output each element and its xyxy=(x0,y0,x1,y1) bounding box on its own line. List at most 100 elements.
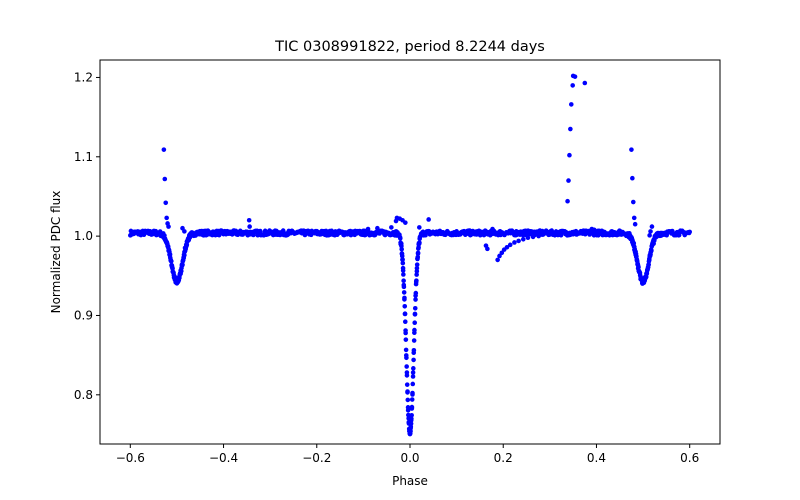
dip-point xyxy=(414,278,419,283)
data-point xyxy=(375,225,380,231)
x-tick-label: −0.6 xyxy=(116,451,145,465)
dip-point xyxy=(165,244,171,249)
data-point xyxy=(257,228,263,234)
data-point xyxy=(648,229,653,234)
data-point xyxy=(389,225,394,230)
data-point xyxy=(687,229,692,235)
dip-point xyxy=(416,245,421,250)
data-point xyxy=(485,246,490,252)
dip-point xyxy=(403,337,409,342)
dip-point xyxy=(402,319,408,325)
dip-point xyxy=(401,290,407,295)
data-point xyxy=(525,235,531,241)
dip-point xyxy=(403,328,408,333)
y-tick-label: 1.1 xyxy=(74,150,93,164)
dip-point xyxy=(404,364,409,369)
dip-point xyxy=(170,265,175,270)
dip-point xyxy=(408,421,414,426)
x-tick-label: −0.4 xyxy=(209,451,238,465)
dip-point xyxy=(405,397,411,403)
data-point xyxy=(161,147,167,152)
data-point xyxy=(499,250,505,256)
data-point xyxy=(536,233,541,239)
dip-point xyxy=(409,412,414,418)
x-tick-label: 0.6 xyxy=(680,451,699,465)
dip-point xyxy=(410,392,415,397)
dip-point xyxy=(168,258,174,264)
data-point xyxy=(497,253,502,259)
dip-point xyxy=(400,260,406,266)
dip-point xyxy=(401,284,407,290)
dip-point xyxy=(655,232,660,238)
dip-point xyxy=(410,374,416,379)
data-point xyxy=(565,198,570,204)
dip-point xyxy=(406,412,411,418)
y-tick-label: 0.9 xyxy=(74,308,93,322)
dip-point xyxy=(401,278,406,284)
dip-point xyxy=(413,297,418,302)
dip-point xyxy=(414,262,420,267)
dip-point xyxy=(417,236,423,242)
data-point xyxy=(647,233,652,238)
dip-point xyxy=(410,381,416,387)
x-axis-label: Phase xyxy=(392,474,428,488)
dip-point xyxy=(167,249,172,255)
data-point xyxy=(247,224,252,229)
dip-point xyxy=(412,305,418,311)
data-point xyxy=(166,224,171,229)
data-point xyxy=(629,147,634,152)
y-tick-label: 1.0 xyxy=(74,229,93,243)
dip-point xyxy=(402,311,408,317)
data-point xyxy=(417,225,422,230)
data-point xyxy=(365,226,371,232)
data-point xyxy=(566,178,571,183)
dip-point xyxy=(408,428,413,434)
dip-point xyxy=(415,251,421,256)
dip-point xyxy=(649,248,654,253)
y-axis-ticks: 0.8 0.9 1.0 1.1 1.2 xyxy=(74,70,100,402)
data-point xyxy=(568,102,574,107)
dip-point xyxy=(411,366,416,371)
y-tick-label: 1.2 xyxy=(74,70,93,84)
data-point xyxy=(570,83,575,88)
data-point xyxy=(649,224,655,229)
dip-point xyxy=(646,262,651,268)
dip-point xyxy=(413,290,419,296)
data-point xyxy=(410,370,416,375)
data-point xyxy=(530,234,536,240)
data-point xyxy=(568,126,573,132)
dip-point xyxy=(398,236,403,241)
data-point xyxy=(631,215,637,221)
data-point xyxy=(426,217,431,222)
x-axis-ticks: −0.6 −0.4 −0.2 0.0 0.2 0.4 0.6 xyxy=(116,444,699,465)
data-point xyxy=(490,226,495,232)
dip-point xyxy=(413,281,419,287)
dip-point xyxy=(411,347,417,353)
dip-point xyxy=(184,243,189,249)
data-point xyxy=(216,232,222,238)
dip-point xyxy=(409,416,414,422)
data-point xyxy=(630,199,636,205)
data-point xyxy=(182,229,187,234)
data-point xyxy=(591,227,597,233)
data-point xyxy=(403,220,408,225)
data-point xyxy=(567,152,572,158)
dip-point xyxy=(417,240,422,245)
dip-point xyxy=(414,272,419,277)
data-point xyxy=(520,237,526,242)
dip-point xyxy=(412,320,418,326)
dip-point xyxy=(399,243,404,249)
dip-point xyxy=(411,357,416,363)
dip-point xyxy=(412,327,417,333)
y-tick-label: 0.8 xyxy=(74,388,93,402)
data-point xyxy=(246,217,252,223)
dip-point xyxy=(399,246,404,252)
y-axis-label: Normalized PDC flux xyxy=(49,191,63,314)
data-point xyxy=(164,215,169,221)
dip-point xyxy=(404,382,410,387)
dip-point xyxy=(412,312,418,317)
dip-point xyxy=(172,273,177,279)
dip-point xyxy=(405,390,410,395)
dip-point xyxy=(405,405,411,410)
